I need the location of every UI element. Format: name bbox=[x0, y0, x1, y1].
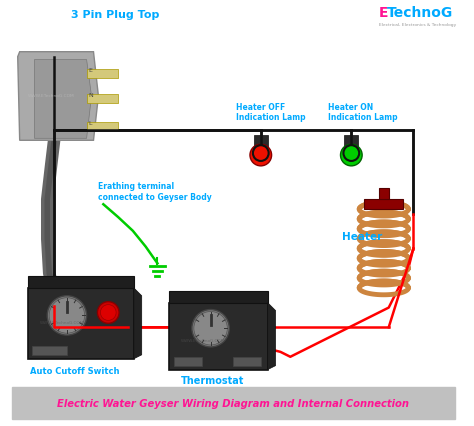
Text: Indication Lamp: Indication Lamp bbox=[236, 112, 306, 121]
Polygon shape bbox=[35, 60, 91, 139]
Text: WWW.ETechnoG.COM: WWW.ETechnoG.COM bbox=[27, 94, 74, 98]
Text: Auto Cutoff Switch: Auto Cutoff Switch bbox=[29, 366, 119, 374]
Bar bbox=[233, 357, 261, 366]
Text: WWW.ETechnoG.COM: WWW.ETechnoG.COM bbox=[39, 321, 83, 325]
Circle shape bbox=[47, 296, 87, 335]
Circle shape bbox=[340, 145, 362, 167]
Bar bbox=[27, 288, 134, 359]
Circle shape bbox=[194, 312, 228, 345]
Bar bbox=[12, 387, 455, 419]
Polygon shape bbox=[134, 288, 142, 359]
Circle shape bbox=[250, 145, 272, 167]
Text: 3 Pin Plug Top: 3 Pin Plug Top bbox=[71, 10, 159, 20]
Bar bbox=[254, 136, 268, 154]
Text: E: E bbox=[379, 6, 388, 20]
Text: N: N bbox=[89, 93, 93, 98]
Text: E: E bbox=[89, 68, 92, 73]
Bar bbox=[87, 122, 118, 131]
Polygon shape bbox=[268, 303, 275, 370]
Circle shape bbox=[49, 298, 85, 334]
Bar bbox=[364, 200, 403, 210]
Bar bbox=[87, 95, 118, 104]
Text: Heater OFF: Heater OFF bbox=[236, 103, 285, 112]
Circle shape bbox=[98, 302, 119, 324]
Text: Indication Lamp: Indication Lamp bbox=[328, 112, 397, 121]
Polygon shape bbox=[18, 52, 99, 141]
Text: Thermostat: Thermostat bbox=[181, 375, 245, 386]
Text: Electrical, Electronics & Technology: Electrical, Electronics & Technology bbox=[379, 23, 456, 27]
Text: Heater: Heater bbox=[343, 231, 383, 241]
Text: Erathing terminal: Erathing terminal bbox=[99, 181, 174, 190]
Bar bbox=[345, 136, 358, 154]
Text: Heater ON: Heater ON bbox=[328, 103, 373, 112]
Circle shape bbox=[100, 305, 116, 321]
Text: Electric Water Geyser Wiring Diagram and Internal Connection: Electric Water Geyser Wiring Diagram and… bbox=[57, 398, 409, 408]
Text: TechnoG: TechnoG bbox=[387, 6, 453, 20]
Text: WWW.ETechnoG.COM: WWW.ETechnoG.COM bbox=[181, 338, 225, 342]
Text: L: L bbox=[89, 120, 92, 125]
Bar bbox=[33, 346, 67, 355]
Bar bbox=[27, 276, 134, 288]
Bar bbox=[169, 303, 268, 370]
Circle shape bbox=[192, 310, 229, 347]
Bar bbox=[379, 188, 389, 200]
Bar bbox=[87, 70, 118, 79]
Text: connected to Geyser Body: connected to Geyser Body bbox=[99, 193, 212, 202]
Bar bbox=[169, 291, 268, 303]
Bar bbox=[174, 357, 202, 366]
